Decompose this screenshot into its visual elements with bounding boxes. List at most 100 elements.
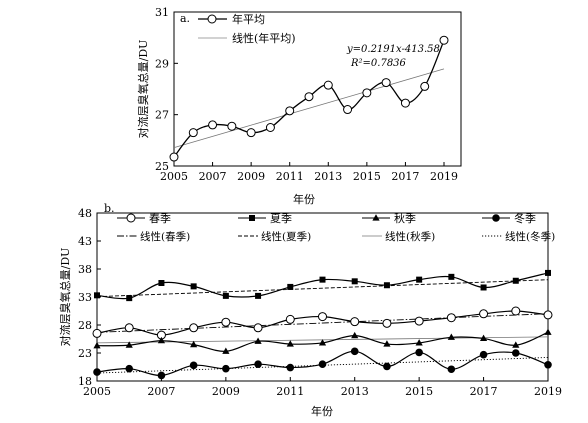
a-y-tick-label-25: 25 [155, 160, 169, 173]
a-x-tick-label-2013: 2013 [314, 170, 342, 183]
a-x-tick-label-2015: 2015 [353, 170, 381, 183]
b-series-0-point-2009 [221, 317, 231, 327]
b-series-3-point-2009 [222, 364, 230, 373]
b-series-2-point-2007 [157, 336, 166, 344]
b-series-3-point-2006 [125, 364, 134, 373]
b-y-tick-label-38: 38 [78, 263, 92, 276]
b-series-2-point-2018 [512, 341, 520, 348]
b-series-1-point-2015 [416, 276, 423, 283]
legend-label-0: 春季 [149, 212, 171, 225]
b-series-3-point-2010 [254, 360, 262, 369]
a-y-tick-label-29: 29 [155, 57, 169, 70]
a-x-tick-label-2007: 2007 [199, 170, 227, 183]
b-series-2-point-2019 [544, 328, 552, 335]
panel-b-chart: b. 对流层臭氧总量/DU 年份 2005 2007 2009 2011 2013 201… [58, 202, 562, 418]
panel-a-legend: 年平均 线性(年平均) [198, 12, 296, 45]
b-series-1-point-2010 [255, 292, 262, 299]
legend-trend-label-0: 线性(春季) [140, 230, 190, 243]
b-series-3-point-2019 [544, 360, 552, 369]
a-series-0-point-2010 [265, 123, 275, 132]
b-series-1-point-2012 [319, 276, 326, 283]
a-series-0-point-2014 [343, 105, 353, 115]
b-series-2-point-2010 [254, 337, 262, 344]
b-series-0-point-2015 [414, 316, 424, 326]
b-series-1-point-2008 [190, 283, 197, 290]
a-series-0-point-2006 [188, 128, 198, 138]
b-x-tick-label-2019: 2019 [534, 385, 562, 398]
legend-marker-0 [126, 213, 136, 223]
b-series-3-point-2005 [93, 368, 101, 376]
b-series-2-point-2005 [93, 341, 101, 349]
b-x-tick-label-2009: 2009 [212, 385, 240, 398]
a-series-0-point-2017 [400, 98, 410, 108]
b-series-1-point-2014 [383, 282, 390, 289]
panel-a-label: a. [180, 12, 190, 25]
legend-trend-label-3: 线性(冬季) [505, 230, 555, 243]
a-series-0-point-2011 [285, 106, 295, 116]
a-x-tick-label-2009: 2009 [237, 170, 265, 183]
b-x-tick-label-2013: 2013 [341, 385, 369, 398]
b-x-tick-label-2017: 2017 [470, 385, 498, 398]
a-series-0-point-2012 [304, 92, 314, 102]
b-y-tick-label-23: 23 [78, 347, 92, 360]
panel-a-plot-frame [173, 11, 462, 167]
b-series-1-point-2016 [448, 273, 455, 280]
panel-a-series [169, 35, 449, 162]
b-series-1-point-2013 [351, 278, 358, 285]
b-series-0-point-2013 [350, 317, 360, 327]
b-series-1-point-2009 [222, 292, 229, 299]
b-series-3-point-2011 [286, 363, 295, 372]
a-x-tick-label-2005: 2005 [160, 170, 188, 183]
b-y-tick-label-48: 48 [78, 207, 92, 220]
legend-trend-label-2: 线性(秋季) [385, 230, 435, 243]
a-y-tick-label-31: 31 [155, 6, 169, 19]
a-series-0-point-2019 [439, 35, 449, 45]
a-series-0-point-2013 [323, 80, 333, 90]
b-trendline-0 [96, 313, 549, 333]
legend-trend-label-1: 线性(夏季) [261, 230, 311, 243]
a-trendline-0 [173, 68, 445, 149]
panel-a-y-ticks: 25 27 29 31 [155, 6, 178, 173]
legend-label-annual: 年平均 [232, 12, 265, 26]
b-series-1-point-2017 [480, 284, 487, 291]
b-series-2-point-2006 [125, 341, 133, 348]
b-series-0-point-2005 [92, 328, 102, 338]
legend-marker-3 [492, 214, 500, 222]
panel-b-series [92, 269, 553, 380]
a-series-0-point-2008 [227, 121, 237, 131]
b-series-1-point-2005 [94, 292, 100, 299]
panel-b-label: b. [104, 202, 115, 215]
b-series-3-point-2008 [189, 361, 198, 370]
b-x-tick-label-2007: 2007 [147, 385, 175, 398]
b-series-1-point-2007 [158, 280, 165, 286]
a-series-0-point-2005 [169, 152, 179, 162]
a-x-tick-label-2011: 2011 [276, 170, 304, 183]
b-series-2-point-2011 [286, 340, 294, 347]
legend-marker-annual [207, 14, 217, 24]
b-series-2-point-2014 [383, 340, 391, 347]
b-series-3-point-2013 [350, 347, 359, 356]
b-series-0-point-2008 [189, 323, 199, 333]
b-series-3-point-2014 [383, 362, 391, 371]
a-series-0-point-2015 [362, 88, 372, 98]
b-series-3-point-2016 [447, 365, 456, 374]
b-trendline-1 [96, 279, 549, 298]
panel-b-x-axis-label: 年份 [311, 404, 333, 418]
a-series-0-point-2009 [246, 128, 256, 138]
legend-label-1: 夏季 [270, 212, 292, 225]
a-x-tick-label-2017: 2017 [391, 170, 419, 183]
panel-b-y-axis-label: 对流层臭氧总量/DU [58, 248, 72, 347]
b-y-tick-label-18: 18 [78, 375, 92, 388]
b-series-2-point-2008 [190, 340, 198, 348]
b-series-0-point-2014 [382, 318, 392, 328]
b-series-3-point-2017 [479, 350, 488, 359]
b-series-0-point-2011 [285, 314, 295, 324]
b-series-0-point-2006 [124, 323, 134, 333]
equation-annotation: y=0.2191x-413.58 [346, 44, 440, 55]
legend-marker-1 [249, 215, 255, 221]
a-series-0-point-2007 [208, 120, 218, 130]
a-y-tick-label-27: 27 [155, 109, 169, 122]
b-series-3-point-2007 [157, 371, 166, 380]
b-series-3-point-2012 [318, 360, 327, 369]
